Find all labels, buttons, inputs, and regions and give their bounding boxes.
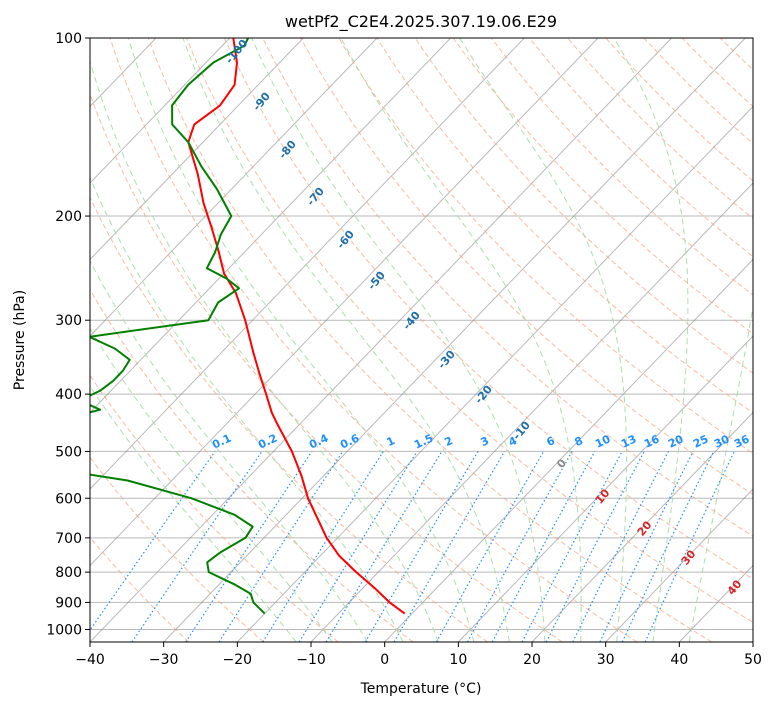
moist-adiabat-line bbox=[90, 259, 369, 642]
mixing-ratio-line bbox=[90, 451, 216, 632]
x-tick-label: −40 bbox=[75, 652, 105, 668]
y-axis-ticks: 100 200 300 400 500 600 700 800 900 1000 bbox=[46, 31, 90, 638]
dry-adiabat-line bbox=[90, 288, 414, 642]
isotherm-line bbox=[90, 38, 231, 184]
x-tick-label: −10 bbox=[296, 652, 326, 668]
dewpoint-profile-line bbox=[90, 38, 266, 615]
moist-adiabat-line bbox=[127, 38, 475, 642]
y-tick-label: 700 bbox=[55, 531, 82, 547]
dry-adiabat-line bbox=[185, 38, 753, 623]
mixing-ratio-line bbox=[325, 451, 443, 642]
isotherm-line bbox=[90, 38, 304, 261]
isotherm-line bbox=[457, 335, 753, 642]
y-tick-label: 300 bbox=[55, 313, 82, 329]
chart-title: wetPf2_C2E4.2025.307.19.06.E29 bbox=[285, 12, 557, 32]
isotherm-line bbox=[90, 38, 452, 414]
mixing-ratio-line bbox=[572, 451, 670, 642]
isotherm-line bbox=[90, 38, 599, 567]
moist-adiabat-line bbox=[90, 327, 333, 642]
x-tick-label: 30 bbox=[597, 652, 615, 668]
temperature-profile-line bbox=[187, 38, 406, 615]
y-tick-label: 100 bbox=[55, 31, 82, 47]
y-tick-label: 500 bbox=[55, 444, 82, 460]
x-tick-label: 0 bbox=[380, 652, 389, 668]
mixing-ratio-line bbox=[262, 451, 384, 642]
mixing-ratio-label: 30 bbox=[712, 432, 732, 450]
moist-adiabat-line bbox=[458, 38, 628, 642]
y-tick-label: 1000 bbox=[46, 622, 82, 638]
y-tick-label: 600 bbox=[55, 491, 82, 507]
y-tick-label: 900 bbox=[55, 595, 82, 611]
x-tick-label: −30 bbox=[149, 652, 179, 668]
y-tick-label: 400 bbox=[55, 387, 82, 403]
isotherm-line bbox=[90, 38, 673, 642]
moist-adiabat-line bbox=[688, 303, 753, 642]
x-tick-label: 50 bbox=[744, 652, 762, 668]
dry-adiabat-line bbox=[90, 196, 488, 642]
x-tick-label: 10 bbox=[449, 652, 467, 668]
isotherm-line bbox=[90, 38, 378, 337]
isotherm-line bbox=[163, 38, 746, 642]
dry-adiabat-line bbox=[147, 38, 712, 642]
sounding-series bbox=[90, 38, 406, 615]
mixing-ratio-label: 36 bbox=[732, 432, 752, 450]
mixing-ratio-line bbox=[298, 451, 418, 642]
mixing-ratio-label: 10 bbox=[593, 432, 613, 450]
isotherm-line bbox=[90, 38, 525, 490]
x-tick-label: 20 bbox=[523, 652, 541, 668]
isotherm-line bbox=[605, 488, 753, 642]
x-tick-label: 40 bbox=[670, 652, 688, 668]
mixing-ratio-line bbox=[218, 451, 344, 642]
moist-adiabat-lines bbox=[90, 38, 753, 642]
y-tick-label: 800 bbox=[55, 565, 82, 581]
dry-adiabat-line bbox=[376, 38, 753, 414]
mixing-ratio-line bbox=[466, 451, 573, 642]
x-tick-label: −20 bbox=[223, 652, 253, 668]
x-axis-ticks: −40 −30 −20 −10 0 10 20 30 40 50 bbox=[75, 642, 762, 668]
mixing-ratio-line bbox=[435, 451, 545, 642]
y-tick-label: 200 bbox=[55, 209, 82, 225]
dry-adiabat-line bbox=[90, 92, 563, 642]
mixing-ratio-line bbox=[185, 451, 313, 642]
isotherm-line bbox=[531, 411, 753, 642]
mixing-ratio-label: 25 bbox=[691, 432, 710, 450]
dry-adiabat-line bbox=[90, 536, 190, 642]
mixing-ratio-line bbox=[131, 451, 263, 642]
mixing-ratio-label: 16 bbox=[642, 432, 662, 450]
isotherm-line bbox=[384, 258, 753, 642]
plot-area: -100-90-80-70-60-50-40-30-20-10010203040… bbox=[90, 38, 753, 642]
mixing-ratio-label: 13 bbox=[619, 432, 638, 450]
mixing-ratio-line bbox=[545, 451, 645, 642]
dry-adiabat-line bbox=[223, 38, 753, 580]
x-axis-label: Temperature (°C) bbox=[360, 681, 482, 697]
moist-adiabat-line bbox=[340, 38, 582, 642]
mixing-ratio-lines bbox=[90, 451, 735, 642]
mixing-ratio-line bbox=[491, 451, 596, 642]
mixing-ratio-label: 20 bbox=[666, 432, 686, 450]
dry-adiabat-line bbox=[338, 38, 753, 454]
moist-adiabat-line bbox=[251, 38, 546, 642]
dry-adiabat-lines bbox=[90, 38, 753, 642]
isotherm-lines bbox=[90, 38, 753, 642]
dry-adiabat-line bbox=[262, 38, 753, 537]
dry-adiabat-line bbox=[452, 38, 753, 335]
plot-frame bbox=[89, 37, 754, 643]
moist-adiabat-line bbox=[90, 59, 439, 642]
isotherm-line bbox=[236, 105, 753, 642]
moist-adiabat-line bbox=[182, 38, 510, 642]
moist-adiabat-line bbox=[613, 38, 689, 642]
y-axis-label: Pressure (hPa) bbox=[12, 290, 28, 390]
dry-adiabat-line bbox=[109, 38, 638, 642]
moist-adiabat-line bbox=[90, 176, 404, 642]
